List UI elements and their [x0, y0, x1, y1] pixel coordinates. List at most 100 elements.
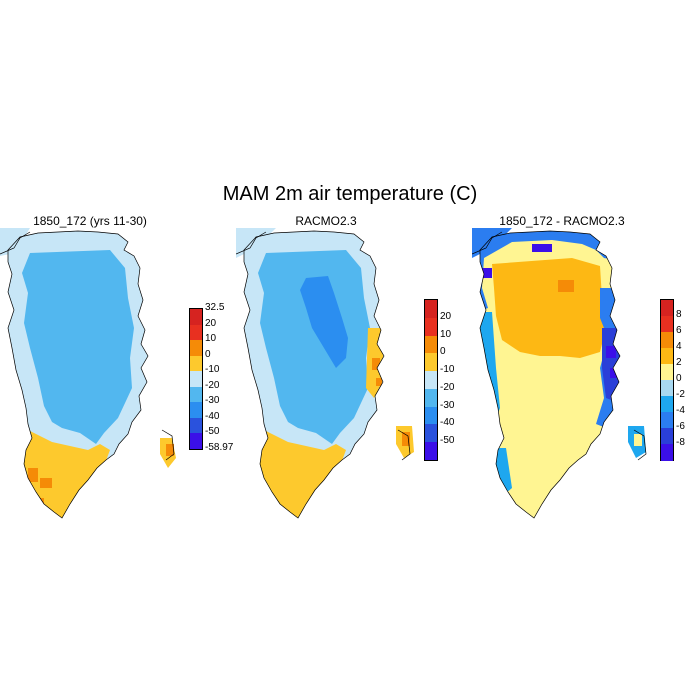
colorbar-segment: [425, 353, 437, 372]
coastline-east-island: [633, 429, 647, 461]
map-panel-difference: [472, 228, 647, 519]
colorbar-box: [189, 308, 203, 450]
colorbar-tick-label: -20: [205, 379, 220, 391]
colorbar-segment: [661, 300, 673, 317]
colorbar-tick-label: -20: [440, 381, 455, 393]
colorbar-segment: [190, 386, 202, 403]
colorbar-tick-label: -50: [205, 426, 220, 438]
colorbar-tick-label: 10: [440, 328, 452, 340]
colorbar-segment: [661, 412, 673, 429]
colorbar-tick-label: -10: [205, 364, 220, 376]
colorbar-tick-label: -6: [676, 421, 685, 432]
colorbar-tick-label: -2: [676, 389, 685, 400]
field-cell: [236, 228, 276, 258]
colorbar-segment: [425, 406, 437, 425]
colorbar-tick-label: -40: [205, 410, 220, 422]
colorbar-difference: 8 6 4 2 0 -2 -4 -6 -8: [660, 299, 700, 461]
field-cell: [166, 444, 174, 456]
colorbar-tick-label: -50: [440, 435, 455, 447]
colorbar-model: 32.5 20 10 0 -10 -20 -30 -40 -50 -58.97: [189, 302, 249, 453]
field-cell: [36, 498, 44, 508]
colorbar-segment: [190, 402, 202, 419]
colorbar-tick-label: -40: [440, 417, 455, 429]
colorbar-segment: [190, 309, 202, 326]
map-panel-racmo: [236, 228, 414, 519]
colorbar-tick-label: -8: [676, 437, 685, 448]
field-cell: [22, 250, 134, 444]
panel-title-difference: 1850_172 - RACMO2.3: [499, 214, 625, 228]
coastline-ellesmere: [0, 231, 31, 255]
colorbar-segment: [661, 444, 673, 461]
ice-sheet-field: [244, 231, 384, 518]
colorbar-tick-label: 20: [205, 317, 217, 329]
colorbar-segment: [661, 316, 673, 333]
colorbar-box: [660, 299, 674, 461]
figure-title: MAM 2m air temperature (C): [222, 183, 478, 205]
coastline: [243, 230, 385, 519]
field-cell: [480, 268, 492, 278]
colorbar-tick-label: 8: [676, 309, 682, 320]
field-cell: [372, 358, 380, 370]
colorbar-segment: [425, 371, 437, 390]
field-cell: [634, 434, 642, 446]
map-panel-model: [0, 228, 176, 519]
coastline-east-island: [397, 429, 411, 461]
colorbar-tick-label: -30: [440, 399, 455, 411]
field-cell: [472, 228, 512, 258]
colorbar-segment: [425, 300, 437, 319]
colorbar-segment: [425, 424, 437, 443]
coastline-ellesmere: [236, 231, 267, 255]
colorbar-segment: [661, 380, 673, 397]
colorbar-tick-label: 2: [676, 357, 682, 368]
colorbar-tick-label: -30: [205, 395, 220, 407]
field-cell: [402, 432, 410, 446]
field-cell: [376, 378, 382, 386]
colorbar-tick-label: 10: [205, 333, 217, 345]
colorbar-segment: [190, 433, 202, 450]
colorbar-box: [424, 299, 438, 461]
field-cell: [602, 328, 620, 408]
colorbar-segment: [425, 335, 437, 354]
colorbar-segment: [425, 317, 437, 337]
field-cell: [258, 250, 370, 444]
field-cell: [40, 478, 52, 488]
colorbar-segment: [661, 364, 673, 381]
field-cell: [610, 368, 618, 378]
panel-title-racmo: RACMO2.3: [295, 214, 357, 228]
colorbar-tick-label: 4: [676, 341, 682, 352]
colorbar-tick-label: -4: [676, 405, 685, 416]
field-cell: [256, 428, 346, 518]
colorbar-tick-label: 0: [676, 373, 682, 384]
field-cell: [532, 244, 552, 252]
colorbar-tick-label: 0: [440, 346, 446, 358]
colorbar-tick-label: 0: [205, 348, 211, 360]
colorbar-segment: [661, 428, 673, 445]
colorbar-segment: [425, 442, 437, 461]
colorbar-segment: [190, 340, 202, 357]
colorbar-tick-label: -10: [440, 364, 455, 376]
field-cell: [558, 280, 574, 292]
colorbar-segment: [425, 388, 437, 408]
colorbar-segment: [190, 355, 202, 372]
coastline-ellesmere: [472, 231, 503, 255]
ice-sheet-field: [480, 231, 620, 518]
colorbar-segment: [661, 396, 673, 413]
coastline: [479, 230, 621, 519]
field-cell: [266, 496, 274, 506]
field-cell: [492, 258, 606, 358]
field-cell: [300, 276, 348, 368]
field-cell: [542, 510, 552, 518]
colorbar-tick-label: 32.5: [205, 302, 225, 313]
colorbar-tick-label: 6: [676, 325, 682, 336]
field-cell: [606, 346, 616, 358]
colorbar-segment: [661, 332, 673, 349]
panel-title-model: 1850_172 (yrs 11-30): [33, 214, 147, 228]
colorbar-racmo: 20 10 0 -10 -20 -30 -40 -50: [424, 299, 484, 461]
coastline: [7, 230, 149, 519]
colorbar-segment: [190, 324, 202, 341]
colorbar-tick-label: 20: [440, 310, 452, 322]
colorbar-tick-label: -58.97: [205, 442, 234, 453]
colorbar-segment: [661, 348, 673, 365]
coastline-east-island: [161, 429, 175, 461]
colorbar-segment: [190, 371, 202, 388]
